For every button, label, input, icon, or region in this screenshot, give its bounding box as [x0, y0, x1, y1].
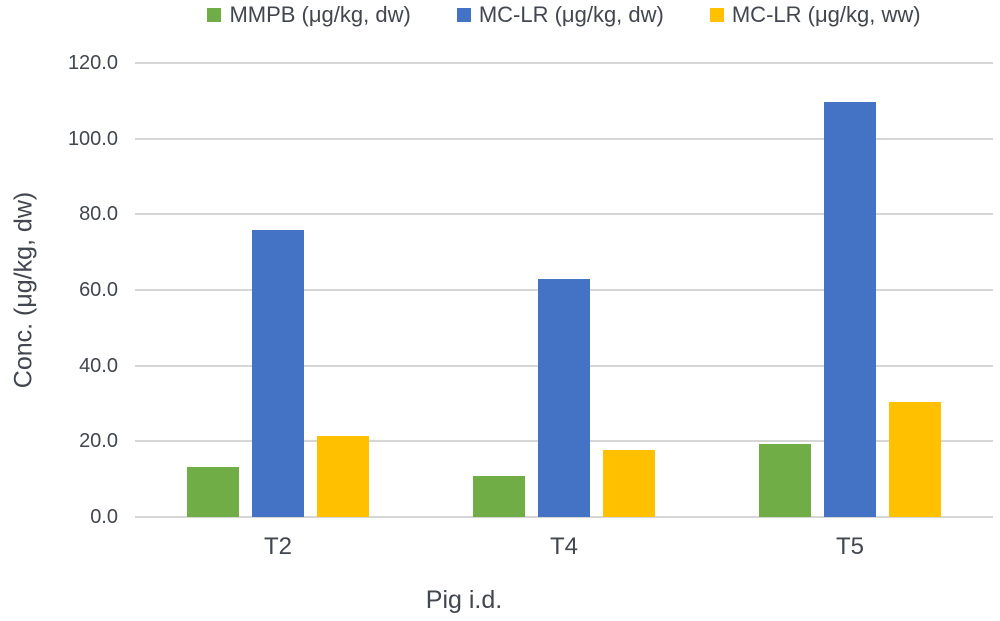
bar-T5-series0: [759, 444, 811, 517]
gridline: [135, 137, 993, 140]
legend-label: MC-LR (μg/kg, ww): [731, 2, 921, 27]
y-axis-title: Conc. (μg/kg, dw): [9, 191, 38, 389]
gridline: [135, 516, 993, 518]
chart-legend: MMPB (μg/kg, dw) MC-LR (μg/kg, dw) MC-LR (…: [135, 2, 993, 28]
x-tick-label: T4: [549, 533, 578, 560]
legend-swatch-icon: [709, 8, 724, 22]
y-tick-label: 60.0: [79, 279, 118, 301]
y-tick-label: 20.0: [79, 430, 118, 453]
bar-T4-series0: [473, 476, 525, 517]
legend-item-series1: MC-LR (μg/kg, dw): [456, 2, 664, 28]
gridline: [135, 213, 993, 216]
legend-label: MC-LR (μg/kg, dw): [478, 2, 664, 27]
bar-T5-series2: [889, 401, 941, 517]
bar-T5-series1: [824, 101, 876, 517]
bar-T4-series2: [603, 449, 655, 517]
bar-T2-series1: [252, 229, 304, 517]
legend-label: MMPB (μg/kg, dw): [229, 2, 411, 27]
bar-T4-series1: [538, 278, 590, 517]
y-tick-label: 0.0: [90, 506, 118, 528]
y-tick-label: 100.0: [67, 127, 118, 150]
y-tick-label: 120.0: [67, 52, 118, 74]
bar-T2-series0: [187, 466, 239, 517]
legend-item-series0: MMPB (μg/kg, dw): [207, 2, 411, 28]
y-tick-label: 80.0: [79, 203, 118, 226]
legend-swatch-icon: [207, 8, 222, 22]
x-tick-label: T2: [263, 533, 292, 560]
gridline: [135, 62, 993, 64]
bar-T2-series2: [317, 436, 369, 517]
x-axis-title: Pig i.d.: [425, 586, 503, 614]
legend-swatch-icon: [456, 8, 471, 22]
y-tick-label: 40.0: [79, 354, 118, 377]
x-tick-label: T5: [835, 533, 864, 560]
legend-item-series2: MC-LR (μg/kg, ww): [709, 2, 921, 28]
